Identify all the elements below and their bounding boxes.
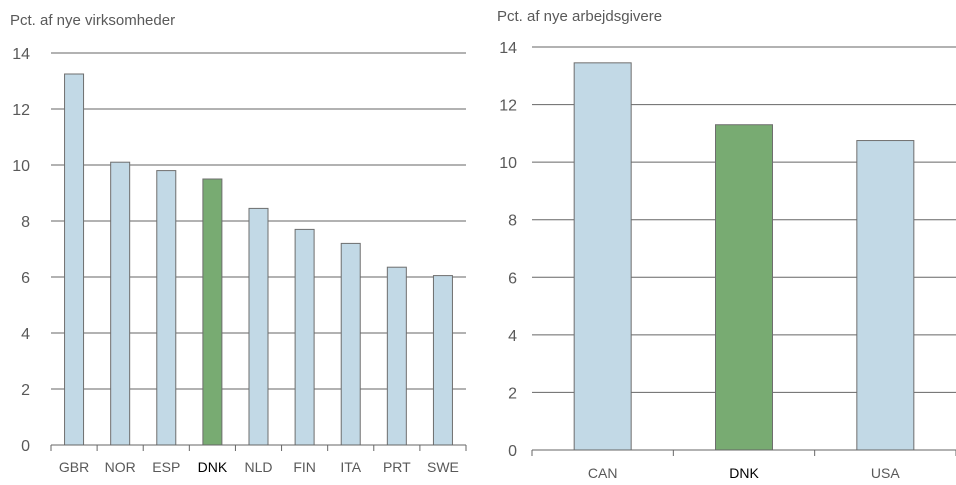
y-tick-label: 12: [12, 102, 30, 119]
x-tick-label-can: CAN: [588, 465, 618, 480]
y-tick-label: 0: [508, 443, 517, 460]
chart-panel-left: Pct. af nye virksomheder 0 2 4 6 8 10 12 14 GBR N…: [10, 12, 467, 475]
y-tick-label: 8: [21, 214, 30, 231]
x-tick-label-gbr: GBR: [59, 459, 89, 475]
y-axis-label-left: Pct. af nye virksomheder: [10, 12, 175, 29]
y-tick-label: 2: [21, 382, 30, 399]
x-tick-label-ita: ITA: [340, 459, 361, 475]
bar-esp: [156, 170, 177, 446]
y-axis-label-right: Pct. af nye arbejdsgivere: [497, 8, 662, 25]
x-tick-label-dnk: DNK: [729, 465, 759, 480]
y-tick-label: 14: [12, 46, 30, 63]
y-tick-label: 8: [508, 213, 517, 230]
y-tick-label: 14: [499, 40, 517, 57]
bar-nor: [110, 161, 131, 446]
x-tick-label-nld: NLD: [244, 459, 272, 475]
y-tick-label: 10: [499, 155, 517, 172]
x-tick-label-dnk: DNK: [198, 459, 228, 475]
bar-nld: [248, 207, 269, 446]
y-tick-label: 0: [21, 438, 30, 455]
x-tick-label-swe: SWE: [427, 459, 459, 475]
bar-can: [573, 62, 632, 451]
bar-ita: [340, 242, 361, 446]
y-tick-label: 12: [499, 98, 517, 115]
x-tick-label-fin: FIN: [293, 459, 316, 475]
y-tick-label: 10: [12, 158, 30, 175]
x-tick-label-nor: NOR: [105, 459, 136, 475]
y-tick-label: 4: [508, 328, 517, 345]
bar-dnk: [715, 124, 773, 451]
y-tick-label: 4: [21, 326, 30, 343]
y-tick-label: 6: [508, 270, 517, 287]
y-tick-label: 2: [508, 385, 517, 402]
x-tick-label-prt: PRT: [383, 459, 411, 475]
x-tick-label-usa: USA: [871, 465, 900, 480]
bar-dnk: [202, 178, 223, 446]
bar-fin: [294, 228, 315, 446]
y-tick-label: 6: [21, 270, 30, 287]
chart-panel-right: Pct. af nye arbejdsgivere 0 2 4 6 8 10 12 14 CAN…: [497, 8, 956, 481]
x-tick-label-esp: ESP: [152, 459, 180, 475]
bar-usa: [856, 140, 915, 451]
bar-prt: [386, 266, 407, 446]
bar-swe: [432, 275, 453, 446]
bar-gbr: [64, 73, 85, 446]
